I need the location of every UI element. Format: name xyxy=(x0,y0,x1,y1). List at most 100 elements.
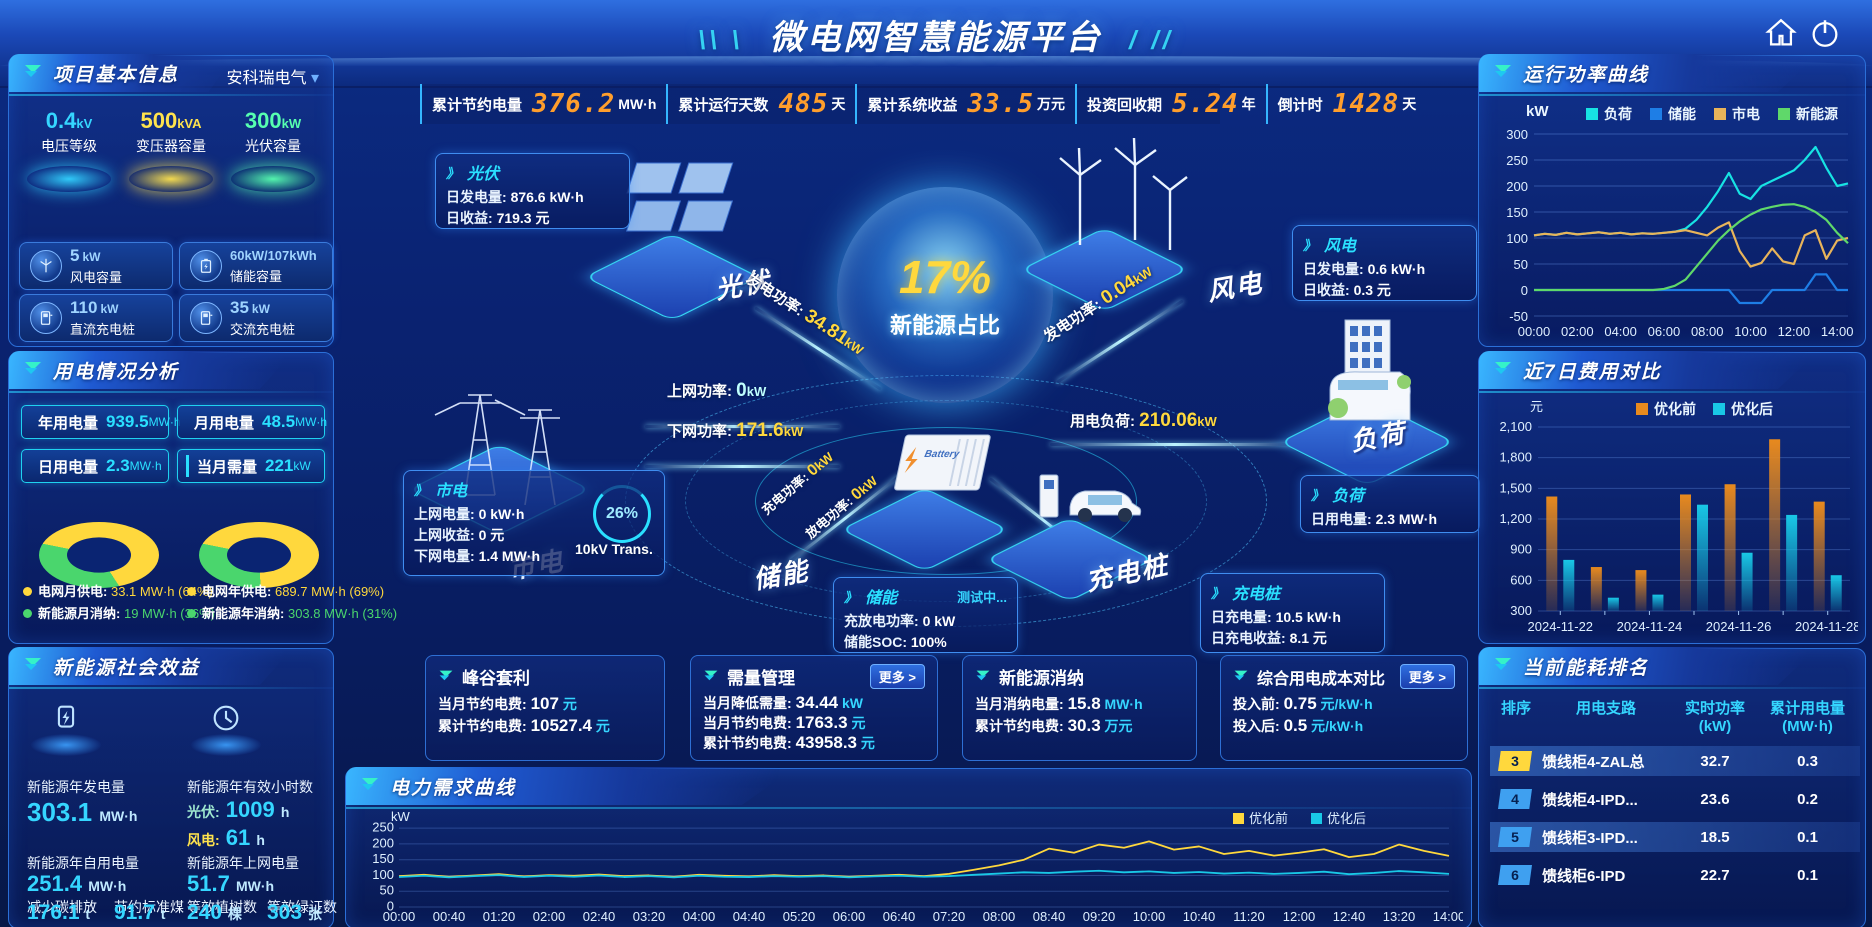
card-ac-charger: 35 kW 交流充电桩 xyxy=(179,294,333,342)
svg-text:0: 0 xyxy=(387,899,394,914)
svg-text:150: 150 xyxy=(372,851,394,866)
svg-text:08:00: 08:00 xyxy=(983,909,1016,924)
power-icon[interactable] xyxy=(1808,16,1842,50)
panel-power-curve-title: 运行功率曲线 xyxy=(1523,64,1650,86)
card-storage-capacity: 60kW/107kWh 储能容量 xyxy=(179,242,333,290)
donut-year xyxy=(199,522,319,588)
svg-text:06:00: 06:00 xyxy=(1648,324,1681,339)
benefit-gen-label: 新能源年发电量 xyxy=(27,779,125,795)
panel-cost-compare: 近7日费用对比 元 优化前 优化后 2,100 1,800 1,500 1,200 900 60… xyxy=(1478,351,1866,644)
charger-info-box: 》充电桩 日充电量: 10.5 kW·h 日充电收益: 8.1 元 xyxy=(1200,573,1385,653)
box-renewable-consumption: 新能源消纳 当月消纳电量: 15.8 MW·h 累计节约电费: 30.3 万元 xyxy=(962,655,1197,761)
grid-down-power-label: 下网功率: 171.6kW xyxy=(667,420,804,441)
pedestal-glow xyxy=(27,166,111,192)
arrow-icon: 》 xyxy=(1311,487,1325,503)
spoke-grid-up xyxy=(645,425,840,428)
svg-text:900: 900 xyxy=(1510,542,1532,557)
svg-text:05:20: 05:20 xyxy=(783,909,816,924)
arrow-icon: 》 xyxy=(844,589,858,605)
svg-text:09:20: 09:20 xyxy=(1083,909,1116,924)
svg-text:00:40: 00:40 xyxy=(433,909,466,924)
donut-month xyxy=(39,522,159,588)
load-info-box: 》负荷 日用电量: 2.3 MW·h xyxy=(1300,475,1480,533)
table-row[interactable]: 5 馈线柜3-IPD... 18.5 0.1 xyxy=(1490,822,1860,852)
energy-flow-scene: 17% 新能源占比 光伏 》光伏 日发电量: 876.6 kW·h 日收益: 7… xyxy=(345,125,1480,653)
battery-icon xyxy=(190,250,222,282)
lightning-pedestal-icon xyxy=(31,701,101,757)
benefit-trees-value: 240 棵 xyxy=(187,901,242,924)
panel-demand-curve: 电力需求曲线 kW 优化前 优化后 250 200 150 100 50 0 00:00 00:40… xyxy=(345,767,1472,927)
benefit-feed-value: 51.7 MW·h xyxy=(187,871,275,896)
kpi-payback: 投资回收期 5.24 年 xyxy=(1075,84,1266,124)
storage-info-box: 》储能 测试中... 充放电功率: 0 kW 储能SOC: 100% xyxy=(833,577,1018,653)
cost-more-button[interactable]: 更多 > xyxy=(1399,664,1455,689)
svg-text:14:00: 14:00 xyxy=(1433,909,1463,924)
renewable-share-percent: 17% xyxy=(898,251,992,303)
svg-text:10:00: 10:00 xyxy=(1734,324,1767,339)
svg-text:2,100: 2,100 xyxy=(1499,419,1532,434)
benefit-co2-value: 176.1 t xyxy=(27,901,91,924)
svg-text:kW: kW xyxy=(391,811,411,824)
divider xyxy=(9,94,333,96)
table-row[interactable]: 4 馈线柜4-IPD... 23.6 0.2 xyxy=(1490,784,1860,814)
svg-text:优化后: 优化后 xyxy=(1731,401,1773,417)
panel-project-title: 项目基本信息 xyxy=(53,64,180,86)
svg-text:02:40: 02:40 xyxy=(583,909,616,924)
divider xyxy=(1479,94,1865,96)
rank-badge: 4 xyxy=(1498,789,1532,809)
table-row[interactable]: 3 馈线柜4-ZAL总 32.7 0.3 xyxy=(1490,746,1860,776)
panel-usage-header: 用电情况分析 xyxy=(9,351,295,389)
svg-text:08:00: 08:00 xyxy=(1691,324,1724,339)
home-icon[interactable] xyxy=(1764,16,1798,50)
panel-corner-icon xyxy=(25,362,41,374)
svg-text:12:00: 12:00 xyxy=(1778,324,1811,339)
load-power-label: 用电负荷: 210.06kW xyxy=(1070,410,1217,431)
svg-text:150: 150 xyxy=(1506,205,1528,220)
benefit-self-label: 新能源年自用电量 xyxy=(27,855,139,871)
panel-project-header: 项目基本信息 xyxy=(9,54,236,92)
svg-text:06:40: 06:40 xyxy=(883,909,916,924)
panel-corner-icon xyxy=(704,670,718,680)
svg-text:08:40: 08:40 xyxy=(1033,909,1066,924)
svg-text:00:00: 00:00 xyxy=(383,909,416,924)
svg-text:04:00: 04:00 xyxy=(683,909,716,924)
energy-ranking-table: 排序 用电支路 实时功率 (kW) 累计用电量 (MW·h) 3 馈线柜4-ZAL总… xyxy=(1490,700,1860,922)
panel-corner-icon xyxy=(976,670,990,680)
demand-more-button[interactable]: 更多 > xyxy=(869,664,925,689)
chevron-down-icon: ▾ xyxy=(310,70,319,87)
ac-charger-icon xyxy=(190,302,222,334)
divider xyxy=(1479,391,1865,393)
benefit-hours-wind: 风电: 61 h xyxy=(187,825,265,850)
table-row[interactable]: 6 馈线柜6-IPD 22.7 0.1 xyxy=(1490,860,1860,890)
svg-text:04:00: 04:00 xyxy=(1604,324,1637,339)
svg-text:02:00: 02:00 xyxy=(533,909,566,924)
svg-text:200: 200 xyxy=(1506,179,1528,194)
panel-ranking-header: 当前能耗排名 xyxy=(1479,647,1819,685)
pedestal-glow xyxy=(231,166,315,192)
renewable-share-orb: 17% 新能源占比 xyxy=(837,187,1053,403)
panel-corner-icon xyxy=(439,670,453,680)
panel-corner-icon xyxy=(1495,658,1511,670)
renewable-share-caption: 新能源占比 xyxy=(889,313,1000,338)
company-select[interactable]: 安科瑞电气 ▾ xyxy=(226,70,320,87)
wind-turbines-icon xyxy=(1059,137,1188,250)
col-power: 实时功率 (kW) xyxy=(1684,700,1745,735)
stat-month-demand: 当月需量 221 kW xyxy=(177,449,325,483)
svg-text:300: 300 xyxy=(1510,603,1532,618)
svg-text:250: 250 xyxy=(372,820,394,835)
panel-corner-icon xyxy=(25,658,41,670)
svg-text:14:00: 14:00 xyxy=(1821,324,1854,339)
panel-social-benefit: 新能源社会效益 新能源年发电量 303.1 MW·h 新能源年有效小时数 光伏:… xyxy=(8,647,337,927)
wind-info-box: 》风电 日发电量: 0.6 kW·h 日收益: 0.3 元 xyxy=(1292,225,1477,301)
svg-text:12:40: 12:40 xyxy=(1333,909,1366,924)
svg-text:06:00: 06:00 xyxy=(833,909,866,924)
stat-day-usage: 日用电量 2.3 MW·h xyxy=(21,449,169,483)
grid-info-box: 》市电 上网电量: 0 kW·h 上网收益: 0 元 下网电量: 1.4 MW·… xyxy=(403,470,665,576)
svg-text:04:40: 04:40 xyxy=(733,909,766,924)
platform-ring-inner xyxy=(755,427,1137,575)
box-peak-valley-arbitrage: 峰谷套利 当月节约电费: 107 元 累计节约电费: 10527.4 元 xyxy=(425,655,665,761)
svg-text:kW: kW xyxy=(1526,103,1549,120)
rank-badge: 3 xyxy=(1498,751,1532,771)
